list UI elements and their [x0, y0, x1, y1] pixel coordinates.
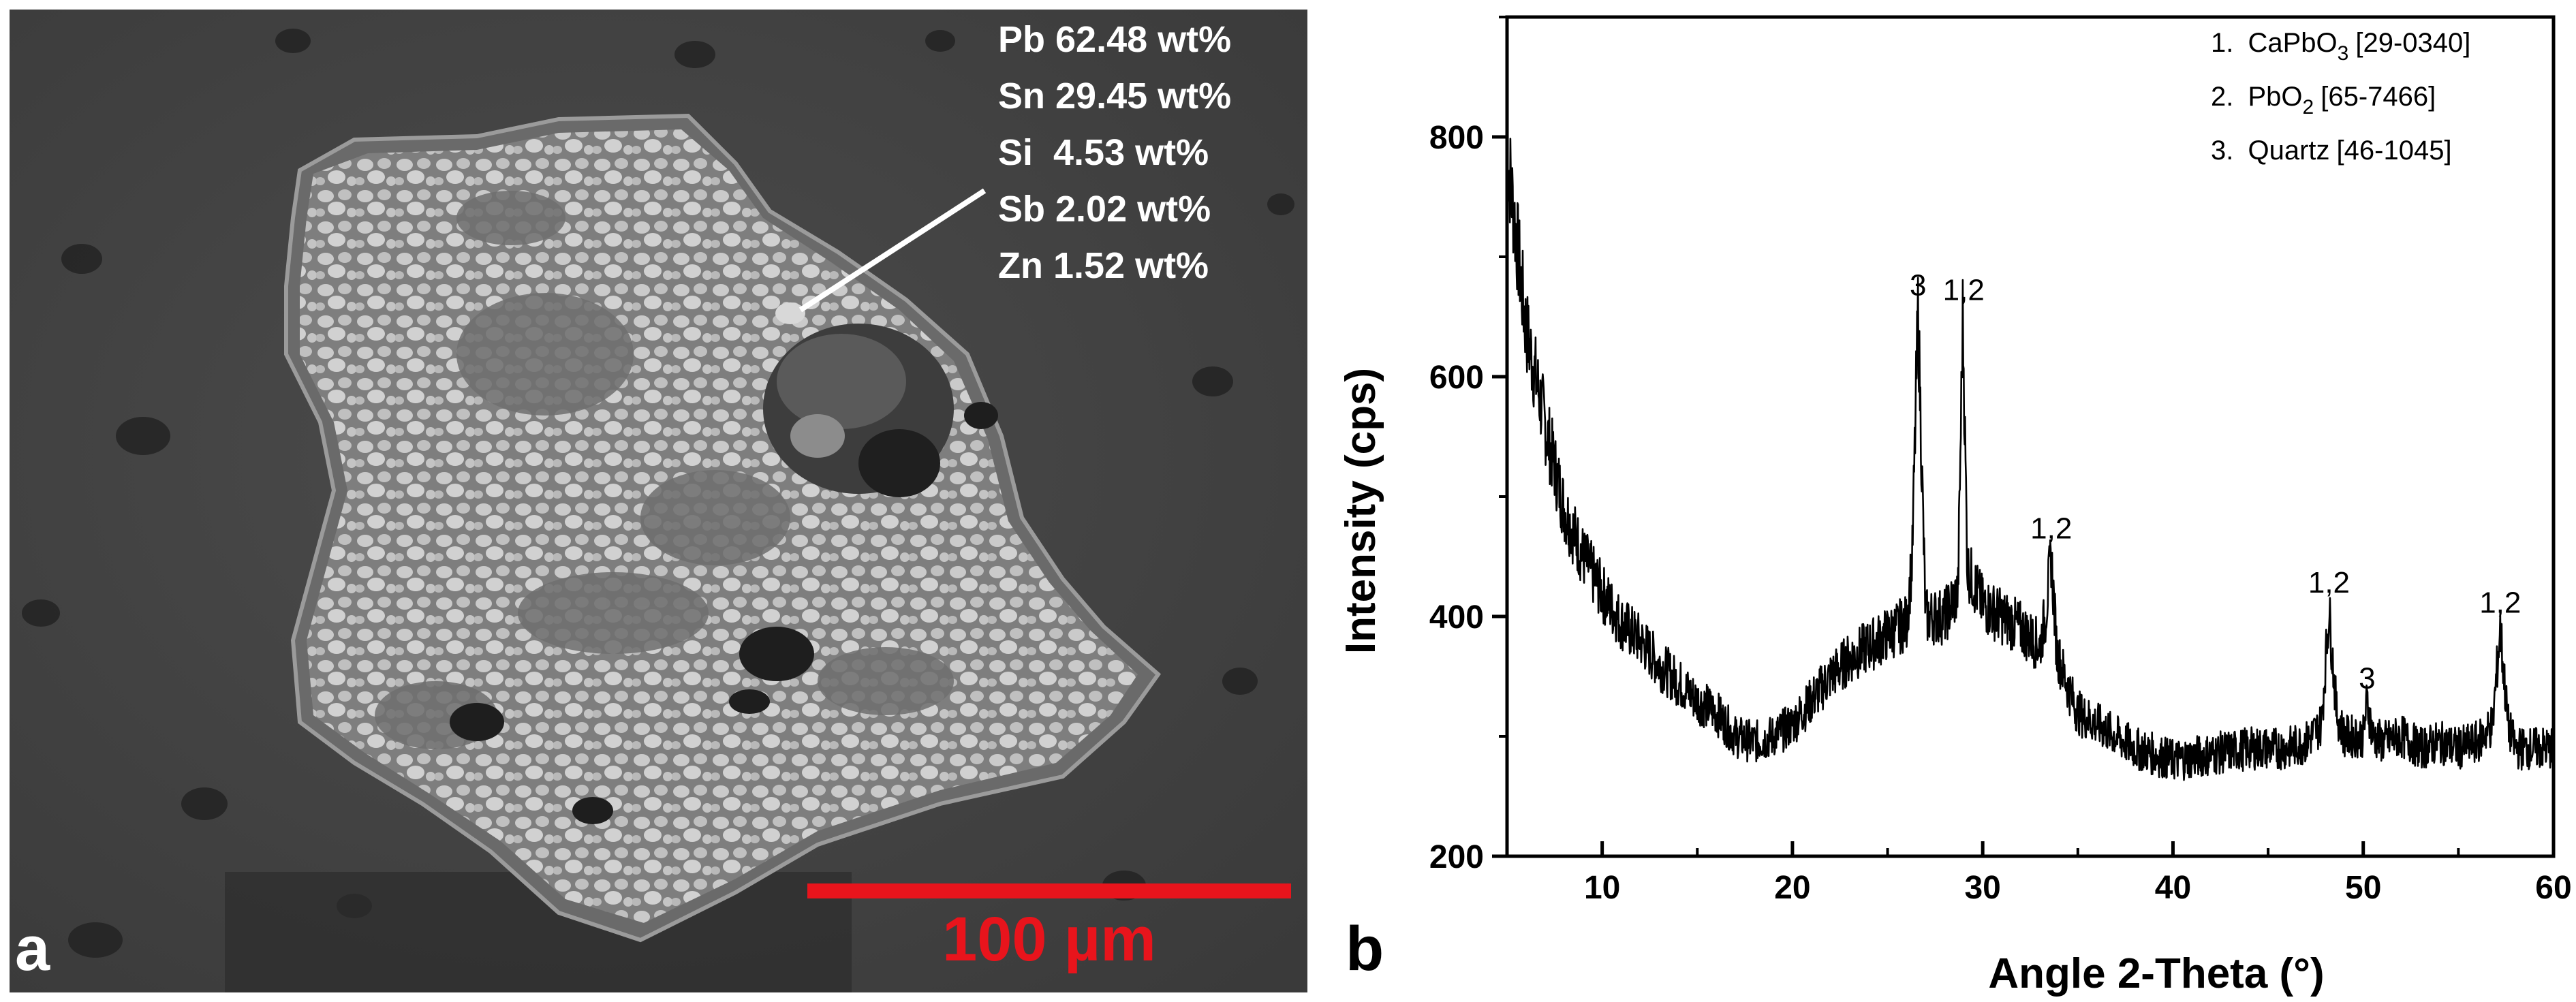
legend-entry-1-ref: [29-0340] [2355, 28, 2470, 58]
particle-dark-spots [450, 402, 998, 824]
legend-entry-1-name: CaPbO [2248, 28, 2337, 58]
peak-label: 3 [2359, 662, 2375, 695]
composition-pointer-line [798, 188, 987, 313]
legend-entry-1: 1. CaPbO3 [29-0340] [2211, 28, 2470, 65]
scale-bar [807, 883, 1291, 898]
y-tick-label: 200 [1429, 839, 1484, 875]
legend-entry-3-number: 3. [2211, 136, 2233, 166]
legend-entry-1-sub: 3 [2338, 42, 2349, 65]
peak-label: 1,2 [2479, 586, 2521, 620]
composition-line: Sb 2.02 wt% [998, 189, 1211, 230]
legend-entry-3-name: Quartz [2248, 136, 2329, 166]
inclusion [763, 302, 954, 497]
x-tick-label: 20 [1774, 870, 1810, 906]
legend-entry-2-name: PbO [2248, 82, 2302, 112]
y-axis-title: Intensity (cps) [1337, 368, 1384, 654]
composition-line: Zn 1.52 wt% [998, 245, 1209, 286]
x-axis-title: Angle 2-Theta (°) [1988, 950, 2324, 997]
peak-label: 1,2 [1943, 273, 1985, 307]
composition-line: Pb 62.48 wt% [998, 19, 1231, 60]
legend: 1. CaPbO3 [29-0340] 2. PbO2 [65-7466] 3. Q… [2211, 28, 2470, 166]
composition-line: Si 4.53 wt% [998, 132, 1209, 173]
composition-line: Sn 29.45 wt% [998, 76, 1231, 116]
x-tick-label: 30 [1964, 870, 2000, 906]
panel-letter-a: a [15, 914, 50, 984]
xrd-chart-panel: b 10 20 30 40 50 60 200 400 600 800 3 1,2 1,2 1,2 3 1,2… [1337, 15, 2572, 997]
panel-letter-b: b [1346, 914, 1384, 984]
y-tick-label: 400 [1429, 599, 1484, 636]
composition-list: Pb 62.48 wt% Sn 29.45 wt% Si 4.53 wt% Sb… [998, 19, 1231, 286]
legend-entry-2-ref: [65-7466] [2321, 82, 2436, 112]
plot-frame [1505, 15, 2556, 858]
xrd-pattern-line [1506, 138, 2554, 781]
legend-entry-1-number: 1. [2211, 28, 2233, 58]
x-tick-label: 40 [2155, 870, 2191, 906]
peak-label: 1,2 [2308, 566, 2350, 599]
scale-bar-label: 100 µm [942, 905, 1156, 974]
x-tick-label: 60 [2535, 870, 2571, 906]
x-tick-label: 50 [2345, 870, 2381, 906]
legend-entry-2-sub: 2 [2303, 96, 2314, 119]
legend-entry-2-number: 2. [2211, 82, 2233, 112]
legend-entry-3-ref: [46-1045] [2337, 136, 2452, 166]
sem-image-panel: Pb 62.48 wt% Sn 29.45 wt% Si 4.53 wt% Sb… [10, 10, 1307, 992]
legend-entry-3: 3. Quartz [46-1045] [2211, 136, 2452, 166]
peak-label: 1,2 [2030, 512, 2072, 546]
peak-label: 3 [1910, 268, 1926, 302]
x-tick-label: 10 [1584, 870, 1620, 906]
y-tick-label: 600 [1429, 360, 1484, 396]
y-tick-label: 800 [1429, 120, 1484, 156]
legend-entry-2: 2. PbO2 [65-7466] [2211, 82, 2436, 119]
plot-area: 10 20 30 40 50 60 200 400 600 800 3 1,2 1,2 1,2 3 1,2 [1429, 15, 2572, 906]
